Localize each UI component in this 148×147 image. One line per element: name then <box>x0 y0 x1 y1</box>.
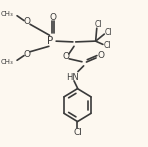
Text: HN: HN <box>66 73 79 82</box>
Text: O: O <box>97 51 104 60</box>
Text: CH₃: CH₃ <box>1 59 14 65</box>
Text: Cl: Cl <box>103 41 111 50</box>
Text: O: O <box>63 52 70 61</box>
Text: Cl: Cl <box>73 128 82 137</box>
Text: Cl: Cl <box>94 20 102 29</box>
Text: P: P <box>47 36 53 46</box>
Text: O: O <box>23 17 30 26</box>
Text: CH₃: CH₃ <box>1 11 14 17</box>
Text: O: O <box>50 13 57 22</box>
Text: Cl: Cl <box>105 28 112 37</box>
Text: O: O <box>23 50 30 59</box>
